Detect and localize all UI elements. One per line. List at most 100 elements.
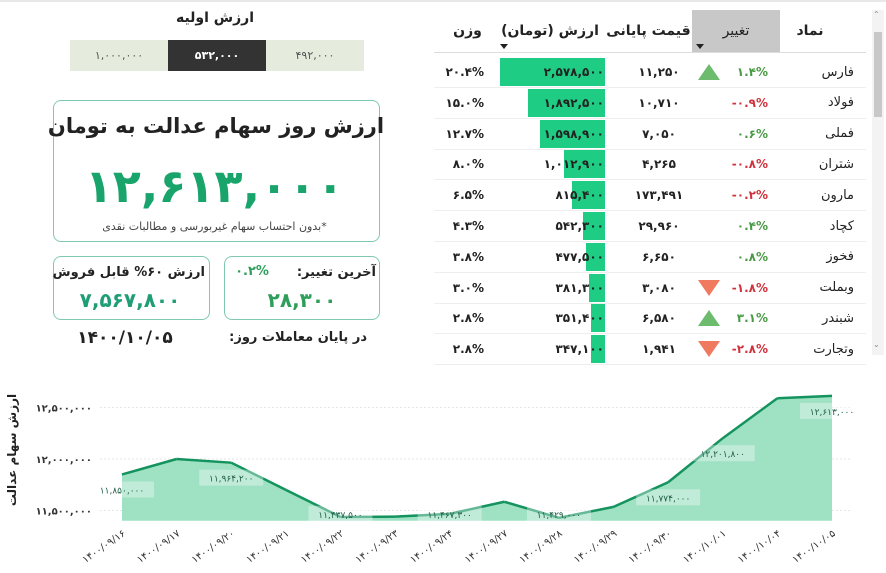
- value-cell: ۱,۵۹۸,۹۰۰: [543, 126, 604, 141]
- initial-option-1000000[interactable]: ۱,۰۰۰,۰۰۰: [70, 40, 168, 71]
- x-tick-label: ۱۴۰۰/۰۹/۲۷: [463, 528, 511, 566]
- series-line-segment: [230, 461, 287, 492]
- scroll-down-icon[interactable]: ⌄: [873, 340, 880, 349]
- header-close-price[interactable]: قیمت پایانی: [606, 23, 691, 39]
- symbol-cell[interactable]: فارس: [821, 64, 854, 80]
- change-cell: ۰.۶%: [736, 126, 768, 141]
- header-weight[interactable]: وزن: [453, 23, 482, 39]
- symbol-cell[interactable]: فخوز: [826, 249, 854, 265]
- triangle-up-icon: [697, 57, 721, 87]
- triangle-down-icon: [697, 334, 721, 364]
- value-cell: ۵۴۲,۳۰۰: [555, 219, 604, 233]
- header-change-label: تغییر: [722, 23, 750, 39]
- x-tick-label: ۱۴۰۰/۰۹/۲۳: [354, 528, 402, 566]
- table-row[interactable]: شبندر ۳.۱% ۶,۵۸۰ ۳۵۱,۴۰۰ ۲.۸%: [434, 303, 866, 335]
- table-row[interactable]: فخوز ۰.۸% ۶,۶۵۰ ۴۷۷,۵۰۰ ۳.۸%: [434, 242, 866, 273]
- value-bar: [528, 88, 605, 117]
- x-tick-label: ۱۴۰۰/۱۰/۰۱: [681, 528, 728, 566]
- value-cell: ۱,۸۹۲,۵۰۰: [543, 95, 604, 110]
- main-card-note: *بدون احتساب سهام غیربورسی و مطالبات نقد…: [102, 220, 327, 233]
- series-line-segment: [285, 488, 342, 519]
- change-cell: ۳.۱%: [736, 311, 768, 326]
- sellable-card: [53, 256, 210, 320]
- scroll-up-icon[interactable]: ⌃: [873, 10, 880, 19]
- y-axis-label: ارزش سهام عدالت: [5, 394, 20, 506]
- scrollbar-thumb[interactable]: [874, 32, 882, 117]
- table-row[interactable]: فملی ۰.۶% ۷,۰۵۰ ۱,۵۹۸,۹۰۰ ۱۲.۷%: [434, 119, 866, 150]
- table-row[interactable]: وبملت -۱.۸% ۳,۰۸۰ ۳۸۱,۳۰۰ ۳.۰%: [434, 273, 866, 304]
- data-label: ۱۲,۶۱۳,۰۰۰: [810, 408, 854, 418]
- table-row[interactable]: مارون -۰.۲% ۱۷۳,۴۹۱ ۸۱۵,۴۰۰ ۶.۵%: [434, 180, 866, 212]
- header-value-label: ارزش (تومان): [501, 23, 599, 39]
- value-history-chart: ۱۱,۵۰۰,۰۰۰ ۱۲,۰۰۰,۰۰۰ ۱۲,۵۰۰,۰۰۰ ارزش سهام …: [5, 394, 864, 566]
- close-price-cell: ۲۹,۹۶۰: [638, 219, 680, 233]
- symbol-cell[interactable]: فملی: [825, 126, 854, 142]
- value-bar: [564, 150, 605, 179]
- value-bar: [583, 212, 605, 240]
- sort-arrow-icon: [500, 44, 508, 49]
- close-price-cell: ۱۷۳,۴۹۱: [634, 188, 684, 203]
- initial-value-title: ارزش اولیه: [175, 10, 255, 26]
- close-price-cell: ۴,۲۶۵: [642, 157, 676, 172]
- symbol-cell[interactable]: شتران: [818, 156, 854, 172]
- value-bar: [591, 335, 605, 364]
- series-line-segment: [777, 394, 833, 400]
- change-cell: -۰.۹%: [731, 95, 768, 110]
- x-tick-label: ۱۴۰۰/۰۹/۱۷: [135, 528, 183, 566]
- sellable-label: ارزش ۶۰% قابل فروش: [52, 265, 205, 280]
- symbol-cell[interactable]: وتجارت: [813, 341, 854, 357]
- header-value[interactable]: ارزش (تومان): [496, 10, 604, 52]
- table-row[interactable]: فولاد -۰.۹% ۱۰,۷۱۰ ۱,۸۹۲,۵۰۰ ۱۵.۰%: [434, 88, 866, 119]
- change-cell: -۰.۸%: [731, 157, 768, 172]
- symbol-cell[interactable]: شبندر: [822, 310, 854, 326]
- data-label: ۱۱,۹۶۴,۲۰۰: [209, 475, 253, 485]
- data-label-box: [90, 481, 154, 498]
- weight-cell: ۸.۰%: [452, 157, 484, 172]
- value-cell: ۳۵۱,۴۰۰: [555, 311, 604, 326]
- value-bar: [591, 304, 605, 333]
- initial-option-492000[interactable]: ۴۹۲,۰۰۰: [266, 40, 364, 71]
- close-price-cell: ۷,۰۵۰: [642, 126, 676, 141]
- data-label: ۱۲,۲۰۱,۸۰۰: [701, 450, 745, 460]
- weight-cell: ۲.۸%: [452, 342, 484, 357]
- weight-cell: ۲.۸%: [452, 311, 484, 326]
- table-row[interactable]: کچاد ۰.۴% ۲۹,۹۶۰ ۵۴۲,۳۰۰ ۴.۳%: [434, 211, 866, 242]
- change-cell: ۰.۴%: [736, 219, 768, 233]
- change-cell: -۰.۲%: [731, 188, 768, 203]
- initial-option-532000[interactable]: ۵۳۲,۰۰۰: [168, 40, 266, 71]
- data-label-box: [199, 469, 264, 486]
- x-tick-label: ۱۴۰۰/۰۹/۲۱: [245, 528, 292, 566]
- x-tick-label: ۱۴۰۰/۰۹/۲۹: [572, 528, 619, 566]
- symbol-cell[interactable]: مارون: [820, 187, 854, 203]
- x-tick-label: ۱۴۰۰/۱۰/۰۵: [791, 528, 838, 566]
- series-line-segment: [722, 397, 779, 440]
- data-label-box: [308, 505, 373, 522]
- value-bar: [540, 119, 605, 148]
- weight-cell: ۴.۳%: [452, 219, 484, 233]
- sellable-value: ۷,۵۶۷,۸۰۰: [79, 288, 181, 312]
- x-tick-label: ۱۴۰۰/۰۹/۲۴: [408, 528, 455, 566]
- data-label-box: [526, 505, 591, 522]
- sort-arrow-icon: [696, 44, 704, 49]
- change-cell: ۱.۴%: [736, 65, 768, 79]
- main-value: ۱۲,۶۱۳,۰۰۰: [84, 159, 345, 213]
- weight-cell: ۶.۵%: [452, 188, 484, 203]
- header-change[interactable]: تغییر: [692, 10, 780, 52]
- symbol-cell[interactable]: فولاد: [827, 95, 854, 111]
- x-tick-label: ۱۴۰۰/۱۰/۰۴: [736, 528, 783, 566]
- table-row[interactable]: وتجارت -۲.۸% ۱,۹۴۱ ۳۴۷,۱۰۰ ۲.۸%: [434, 334, 866, 366]
- header-symbol[interactable]: نماد: [796, 23, 824, 39]
- value-bar: [500, 58, 605, 86]
- data-label-box: [800, 402, 864, 419]
- table-row[interactable]: فارس ۱.۴% ۱۱,۲۵۰ ۲,۵۷۸,۵۰۰ ۲۰.۴%: [434, 57, 866, 88]
- x-tick-label: ۱۴۰۰/۰۹/۲۰: [190, 528, 237, 566]
- data-label: ۱۱,۸۵۰,۰۰۰: [100, 486, 144, 496]
- series-line-segment: [176, 457, 232, 464]
- data-label: ۱۱,۷۷۴,۰۰۰: [646, 494, 690, 504]
- table-row[interactable]: شتران -۰.۸% ۴,۲۶۵ ۱,۰۱۲,۹۰۰ ۸.۰%: [434, 149, 866, 181]
- weight-cell: ۱۲.۷%: [445, 126, 484, 141]
- symbol-cell[interactable]: کچاد: [829, 218, 854, 234]
- value-bar: [586, 242, 605, 271]
- last-change-label: آخرین تغییر:: [296, 265, 376, 280]
- symbol-cell[interactable]: وبملت: [819, 280, 854, 296]
